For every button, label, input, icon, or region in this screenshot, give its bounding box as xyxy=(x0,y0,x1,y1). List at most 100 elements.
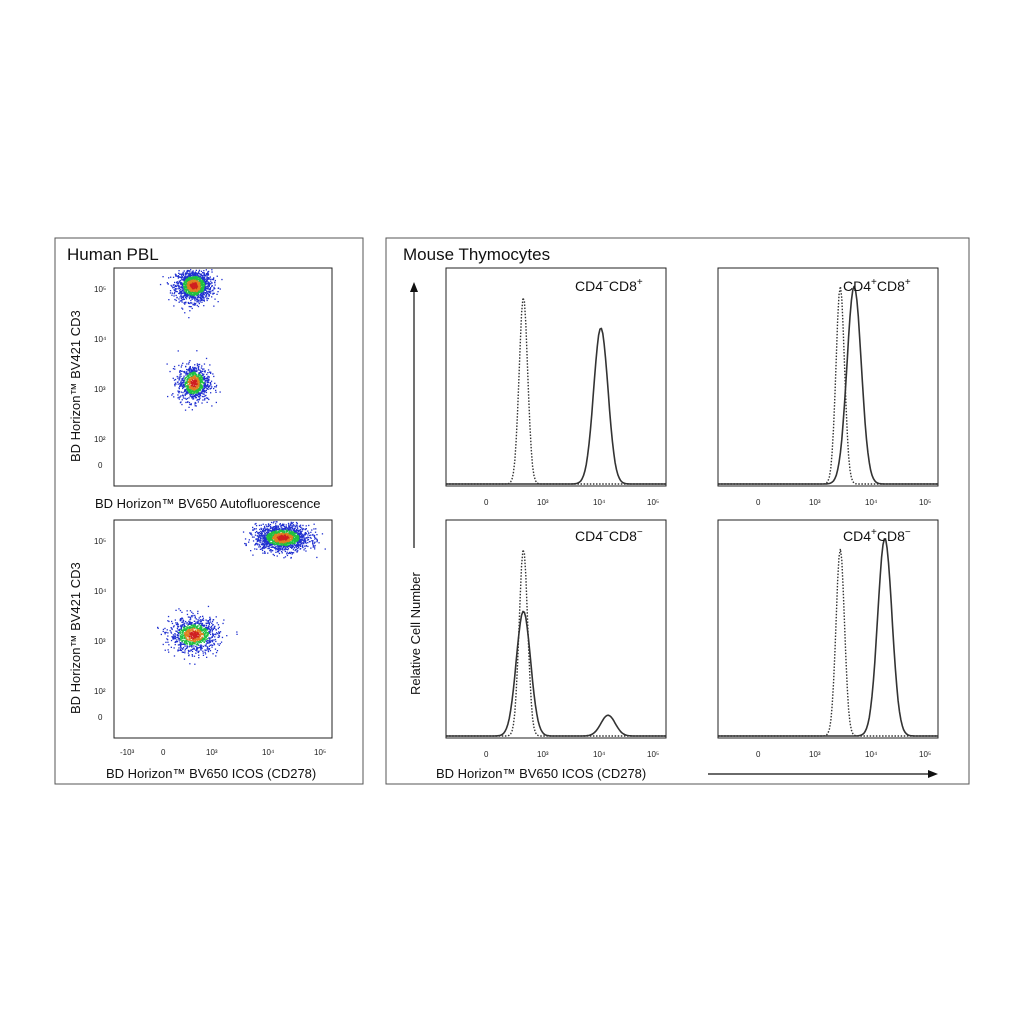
scatter-point xyxy=(192,642,195,644)
scatter-point xyxy=(178,301,180,303)
scatter-point xyxy=(188,646,190,648)
scatter-point xyxy=(194,304,196,306)
scatter-point xyxy=(197,629,200,631)
scatter-point xyxy=(191,288,194,290)
scatter-point xyxy=(259,540,261,542)
scatter-point xyxy=(311,529,313,531)
scatter-point xyxy=(255,538,257,541)
scatter-point xyxy=(180,629,182,631)
scatter-point xyxy=(203,385,205,387)
scatter-point xyxy=(185,639,187,641)
scatter-point xyxy=(289,541,291,543)
scatter-point xyxy=(165,631,167,634)
scatter-point xyxy=(191,298,193,300)
scatter-point xyxy=(191,632,193,635)
scatter-point xyxy=(294,537,296,539)
scatter-point xyxy=(271,549,273,552)
scatter-point xyxy=(188,291,190,293)
scatter-point xyxy=(178,298,180,300)
scatter-point xyxy=(172,638,174,640)
scatter-point xyxy=(201,370,203,373)
scatter-point xyxy=(174,619,176,621)
scatter-point xyxy=(182,630,184,632)
scatter-point xyxy=(283,557,285,559)
scatter-point xyxy=(189,280,191,282)
scatter-point xyxy=(205,630,207,632)
scatter-point xyxy=(199,374,201,376)
scatter-point xyxy=(284,556,287,558)
scatter-point xyxy=(189,389,192,391)
ytick-top-1e5: 10⁵ xyxy=(94,285,106,294)
scatter-point xyxy=(192,374,194,376)
scatter-point xyxy=(205,357,208,360)
scatter-point xyxy=(181,625,183,627)
scatter-point xyxy=(277,543,279,545)
scatter-point xyxy=(189,381,191,383)
scatter-point xyxy=(198,372,200,374)
scatter-point xyxy=(276,545,278,547)
scatter-point xyxy=(269,549,272,551)
scatter-point xyxy=(195,367,197,370)
scatter-point xyxy=(181,630,183,632)
scatter-point xyxy=(287,534,290,536)
scatter-point xyxy=(289,545,291,547)
scatter-point xyxy=(174,378,177,381)
scatter-point xyxy=(194,620,196,622)
xtick-0: 0 xyxy=(484,498,489,507)
scatter-point xyxy=(182,628,185,630)
scatter-point xyxy=(196,638,198,641)
scatter-point xyxy=(205,273,208,275)
scatter-point xyxy=(218,631,221,634)
scatter-point xyxy=(204,633,206,635)
scatter-point xyxy=(200,285,202,287)
scatter-point xyxy=(199,274,201,276)
scatter-point xyxy=(275,528,277,530)
scatter-point xyxy=(208,622,210,624)
scatter-point xyxy=(190,404,192,406)
scatter-point xyxy=(184,643,186,646)
scatter-point xyxy=(303,535,305,537)
hist-label-cd4neg-cd8pos: CD4−CD8+ xyxy=(575,277,643,294)
scatter-point xyxy=(209,618,212,620)
scatter-point xyxy=(279,541,282,543)
scatter-point xyxy=(193,638,195,640)
scatter-point xyxy=(198,377,200,379)
scatter-point xyxy=(179,290,181,292)
scatter-point xyxy=(196,378,199,380)
scatter-point xyxy=(200,273,203,275)
scatter-point xyxy=(190,392,192,394)
scatter-point xyxy=(174,368,176,370)
scatter-point xyxy=(198,280,200,283)
scatter-point xyxy=(186,637,188,639)
scatter-point xyxy=(179,377,181,379)
scatter-point xyxy=(209,644,211,646)
scatter-point xyxy=(181,651,183,653)
scatter-point xyxy=(276,541,278,543)
scatter-point xyxy=(281,528,283,530)
scatter-point xyxy=(198,398,201,401)
scatter-point xyxy=(188,387,190,389)
scatter-point xyxy=(294,538,297,540)
scatter-point xyxy=(209,283,211,285)
scatter-point xyxy=(221,636,224,639)
scatter-point xyxy=(197,610,199,612)
scatter-point xyxy=(196,646,198,648)
scatter-point xyxy=(196,385,198,387)
scatter-point xyxy=(197,621,200,623)
scatter-point xyxy=(180,639,182,641)
scatter-point xyxy=(174,298,176,301)
scatter-point xyxy=(203,383,205,385)
scatter-point xyxy=(181,299,183,301)
scatter-point xyxy=(296,551,298,553)
scatter-point xyxy=(184,286,186,288)
scatter-point xyxy=(174,285,176,288)
scatter-point xyxy=(266,533,268,536)
scatter-point xyxy=(184,281,186,283)
scatter-point xyxy=(184,640,186,643)
label-cd8: CD8 xyxy=(609,278,637,294)
scatter-point xyxy=(187,270,190,272)
scatter-point xyxy=(195,396,197,399)
scatter-point xyxy=(185,281,187,283)
scatter-point xyxy=(187,635,189,637)
scatter-point xyxy=(285,534,288,536)
